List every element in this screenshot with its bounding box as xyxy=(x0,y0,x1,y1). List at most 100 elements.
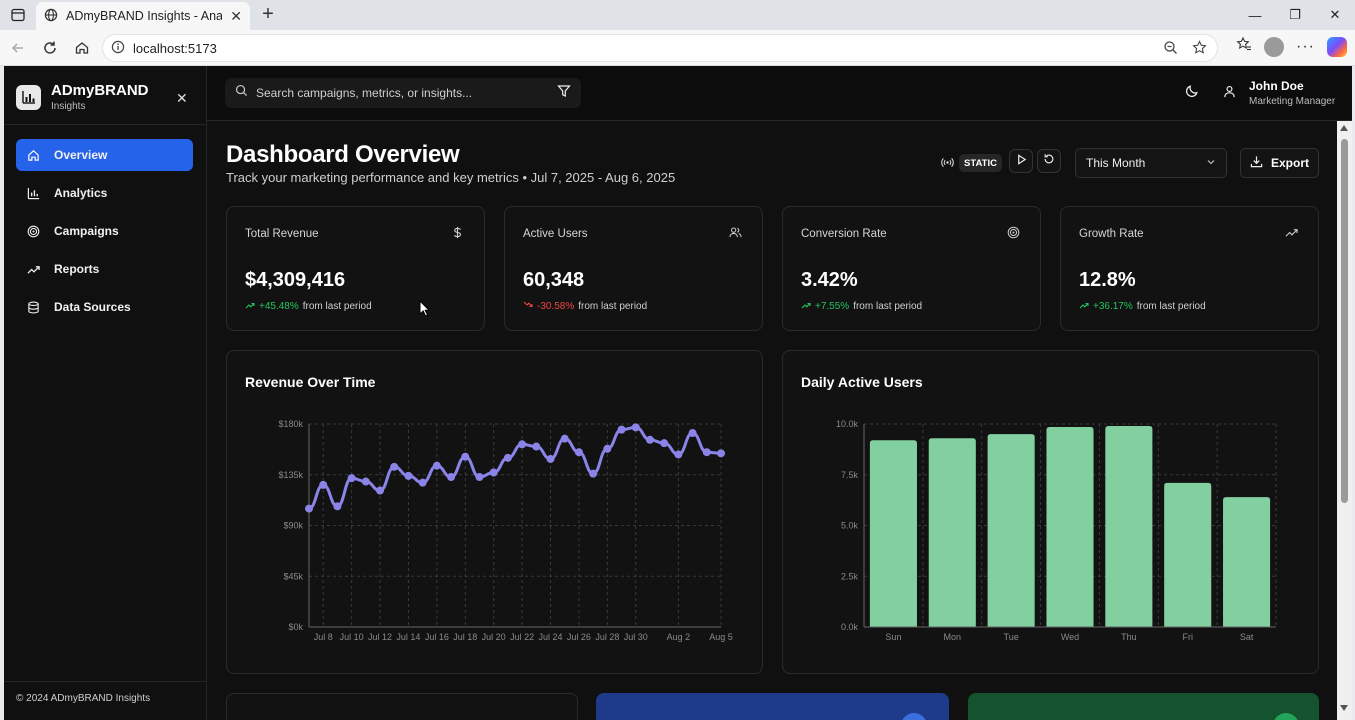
y-tick-label: $135k xyxy=(278,470,303,480)
home-icon[interactable] xyxy=(72,38,92,58)
moon-icon[interactable] xyxy=(1185,84,1199,103)
refresh-button[interactable] xyxy=(1037,149,1061,173)
site-info-icon[interactable] xyxy=(111,40,125,57)
data-point xyxy=(347,474,356,483)
chart-title: Daily Active Users xyxy=(801,374,923,390)
bar-thu xyxy=(1105,426,1153,627)
data-point xyxy=(390,462,399,471)
user-icon[interactable] xyxy=(1223,85,1236,103)
favorite-star-icon[interactable] xyxy=(1192,40,1207,58)
x-tick-label: Sat xyxy=(1240,632,1254,642)
metric-card-active-users: Active Users 60,348 -30.58% from last pe… xyxy=(504,206,763,331)
data-point xyxy=(532,442,541,451)
x-tick-label: Jul 18 xyxy=(453,632,477,642)
y-tick-label: $45k xyxy=(283,571,303,581)
badge-circle xyxy=(901,713,927,720)
mouse-cursor-icon xyxy=(419,299,431,323)
more-options-icon[interactable]: ··· xyxy=(1296,37,1315,55)
sidebar-item-campaigns[interactable]: Campaigns xyxy=(16,215,193,247)
y-tick-label: 7.5k xyxy=(841,470,859,480)
tab-close-icon[interactable]: ✕ xyxy=(230,7,242,24)
page-scrollbar[interactable] xyxy=(1337,121,1352,720)
revenue-chart-card: Revenue Over Time $0k $45k $90k $135k $180k J… xyxy=(226,350,763,674)
data-point xyxy=(546,454,555,463)
data-point xyxy=(674,450,683,459)
data-point xyxy=(688,429,697,438)
export-button[interactable]: Export xyxy=(1240,148,1319,178)
data-point xyxy=(361,477,370,486)
y-tick-label: 5.0k xyxy=(841,521,859,531)
date-range-select[interactable]: This Month xyxy=(1075,148,1227,178)
chart-grid xyxy=(309,423,722,628)
export-label: Export xyxy=(1270,156,1309,170)
url-field[interactable]: localhost:5173 xyxy=(102,34,1218,62)
new-tab-button[interactable]: + xyxy=(262,3,274,25)
sidebar-close-icon[interactable]: ✕ xyxy=(176,90,188,106)
minimize-button[interactable]: — xyxy=(1248,7,1262,23)
data-point xyxy=(660,439,669,448)
copilot-icon[interactable] xyxy=(1327,36,1347,57)
restore-button[interactable]: ❐ xyxy=(1289,7,1301,22)
brand-name: ADmyBRAND xyxy=(51,82,149,99)
close-window-button[interactable]: ✕ xyxy=(1329,7,1341,22)
y-tick-label: $180k xyxy=(278,419,303,429)
sidebar-item-reports[interactable]: Reports xyxy=(16,253,193,285)
date-range-value: This Month xyxy=(1086,156,1146,170)
sidebar-item-overview[interactable]: Overview xyxy=(16,139,193,171)
browser-tab[interactable]: ADmyBRAND Insights - Analytics ✕ xyxy=(36,2,250,30)
trending-up-icon xyxy=(26,262,40,276)
x-tick-label: Aug 2 xyxy=(667,632,691,642)
x-tick-label: Sun xyxy=(885,632,901,642)
bar-tue xyxy=(987,434,1035,627)
bar-mon xyxy=(928,438,976,627)
x-tick-label: Mon xyxy=(944,632,962,642)
data-point xyxy=(518,440,527,449)
metric-value: $4,309,416 xyxy=(245,269,346,291)
data-point xyxy=(305,504,313,513)
data-point xyxy=(447,473,456,482)
profile-avatar[interactable] xyxy=(1264,36,1285,57)
favorites-icon[interactable] xyxy=(1236,36,1252,57)
metric-change-value: -30.58% xyxy=(537,301,575,312)
metric-change: -30.58% from last period xyxy=(523,300,647,313)
metric-label: Active Users xyxy=(523,228,588,240)
badge-circle xyxy=(1273,713,1299,720)
y-tick-label: $90k xyxy=(283,521,303,531)
scroll-thumb[interactable] xyxy=(1341,139,1348,503)
revenue-line-chart: $0k $45k $90k $135k $180k Jul 8 Jul 10 Jul 12 Ju… xyxy=(278,419,732,642)
metric-change-suffix: from last period xyxy=(853,301,923,312)
sidebar-item-data-sources[interactable]: Data Sources xyxy=(16,291,193,323)
broadcast-icon xyxy=(941,156,954,172)
scroll-up-arrow[interactable] xyxy=(1340,125,1348,131)
metric-change-suffix: from last period xyxy=(302,301,372,312)
x-tick-label: Jul 28 xyxy=(595,632,619,642)
play-button[interactable] xyxy=(1009,149,1033,173)
sidebar-item-analytics[interactable]: Analytics xyxy=(16,177,193,209)
reload-icon[interactable] xyxy=(40,38,60,58)
trend-up-icon xyxy=(1079,300,1089,313)
trending-up-icon xyxy=(1285,226,1298,244)
target-icon xyxy=(1007,226,1020,244)
metric-change-value: +7.55% xyxy=(815,301,850,312)
sidebar-item-label: Overview xyxy=(54,148,108,162)
x-tick-label: Jul 12 xyxy=(368,632,392,642)
revenue-series-line xyxy=(308,425,722,511)
filter-icon[interactable] xyxy=(557,84,571,103)
bottom-card xyxy=(226,693,578,720)
scroll-down-arrow[interactable] xyxy=(1340,705,1348,711)
back-arrow-icon[interactable] xyxy=(8,38,28,58)
x-tick-label: Jul 26 xyxy=(567,632,591,642)
sidebar-item-label: Campaigns xyxy=(54,224,119,238)
zoom-icon[interactable] xyxy=(1163,40,1178,58)
metric-value: 3.42% xyxy=(801,269,858,291)
address-bar-row: localhost:5173 ··· xyxy=(0,30,1355,66)
data-point xyxy=(404,471,413,480)
x-tick-label: Tue xyxy=(1004,632,1019,642)
sidebar-item-label: Reports xyxy=(54,262,100,276)
tab-actions-icon[interactable] xyxy=(8,5,28,25)
x-tick-label: Thu xyxy=(1121,632,1137,642)
x-tick-label: Fri xyxy=(1182,632,1193,642)
play-icon xyxy=(1016,152,1027,170)
user-info[interactable]: John Doe Marketing Manager xyxy=(1249,79,1335,107)
search-input[interactable] xyxy=(256,86,549,100)
